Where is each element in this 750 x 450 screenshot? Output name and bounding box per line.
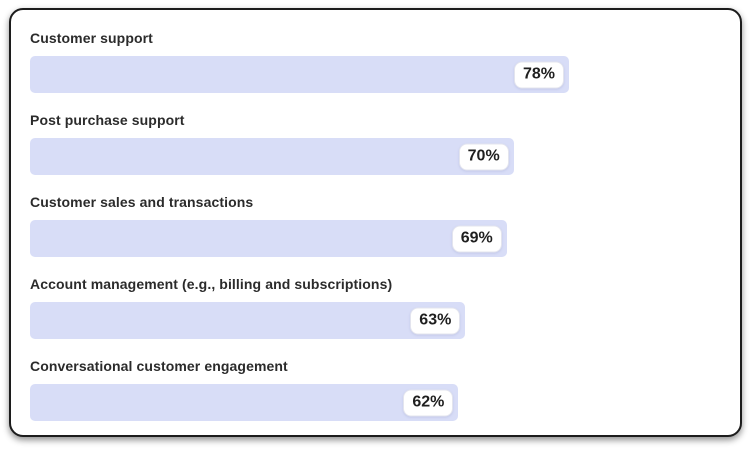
bar: 63% <box>30 302 466 339</box>
value-badge: 69% <box>451 225 502 252</box>
bar-track: 62% <box>30 384 721 421</box>
bar-track: 63% <box>30 302 721 339</box>
bar-row: Customer support 78% <box>30 30 721 93</box>
value-badge: 62% <box>403 389 454 416</box>
bar-track: 78% <box>30 56 721 93</box>
value-badge: 78% <box>513 61 564 88</box>
bar-track: 70% <box>30 138 721 175</box>
bar-row: Conversational customer engagement 62% <box>30 358 721 421</box>
chart-card: Customer support 78% Post purchase suppo… <box>9 8 742 437</box>
value-badge: 63% <box>410 307 461 334</box>
bar: 78% <box>30 56 569 93</box>
category-label: Post purchase support <box>30 112 185 128</box>
bar: 62% <box>30 384 459 421</box>
bar: 70% <box>30 138 514 175</box>
category-label: Customer support <box>30 30 153 46</box>
bar: 69% <box>30 220 507 257</box>
category-label: Account management (e.g., billing and su… <box>30 276 393 292</box>
category-label: Customer sales and transactions <box>30 194 254 210</box>
bar-row: Post purchase support 70% <box>30 112 721 175</box>
bar-row: Account management (e.g., billing and su… <box>30 276 721 339</box>
bar-row: Customer sales and transactions 69% <box>30 194 721 257</box>
value-badge: 70% <box>458 143 509 170</box>
category-label: Conversational customer engagement <box>30 358 288 374</box>
bar-track: 69% <box>30 220 721 257</box>
